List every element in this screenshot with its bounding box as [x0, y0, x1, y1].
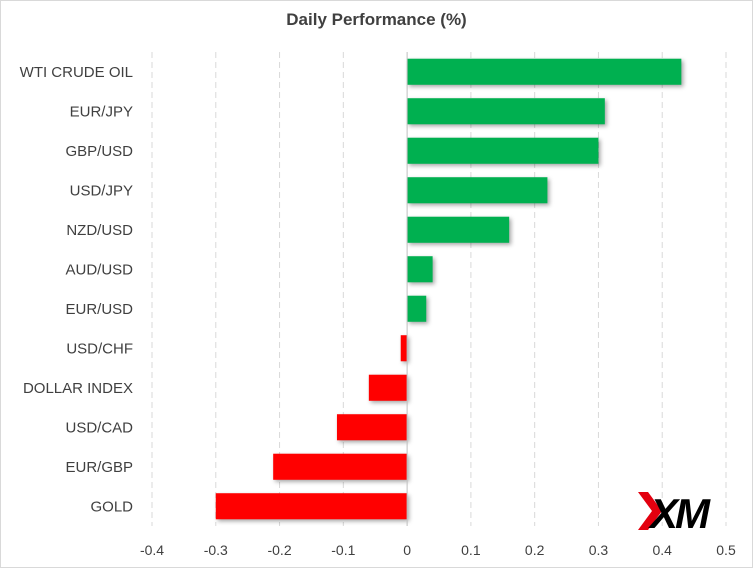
- bars: [215, 58, 682, 520]
- x-tick-label: 0.4: [652, 542, 672, 558]
- category-label: USD/JPY: [70, 182, 133, 199]
- bar: [407, 137, 599, 164]
- chart-title: Daily Performance (%): [286, 10, 467, 29]
- x-tick-label: 0.2: [525, 542, 545, 558]
- xm-logo-text: XM: [648, 490, 711, 534]
- xm-logo: XM: [638, 490, 714, 534]
- bar: [407, 177, 548, 204]
- category-label: NZD/USD: [66, 222, 133, 239]
- x-tick-label: -0.1: [331, 542, 355, 558]
- category-label: AUD/USD: [65, 261, 133, 278]
- bar: [407, 256, 433, 283]
- category-label: GBP/USD: [65, 143, 133, 160]
- bar: [407, 216, 510, 243]
- tick-labels: -0.4 -0.3 -0.2 -0.1 0 0.1 0.2 0.3 0.4 0.5: [140, 542, 736, 558]
- category-label: DOLLAR INDEX: [23, 380, 133, 397]
- category-label: EUR/JPY: [70, 103, 133, 120]
- category-label: GOLD: [90, 498, 133, 515]
- category-label: EUR/USD: [65, 301, 133, 318]
- gridlines: [151, 52, 727, 526]
- bar: [407, 58, 682, 85]
- x-tick-label: 0.3: [589, 542, 609, 558]
- category-label: EUR/GBP: [65, 459, 133, 476]
- bar: [215, 493, 408, 520]
- bar: [407, 295, 427, 322]
- x-tick-label: 0: [403, 542, 411, 558]
- category-labels: WTI CRUDE OIL EUR/JPY GBP/USD USD/JPY NZD/US…: [20, 64, 134, 516]
- bar: [336, 414, 408, 441]
- bar: [400, 335, 408, 362]
- bar: [368, 374, 408, 401]
- bar: [273, 453, 408, 480]
- x-tick-label: 0.5: [716, 542, 736, 558]
- xm-logo-accent: [638, 492, 662, 530]
- bar: [407, 98, 605, 125]
- category-label: WTI CRUDE OIL: [20, 64, 133, 81]
- x-tick-label: -0.2: [267, 542, 291, 558]
- x-tick-label: -0.4: [140, 542, 164, 558]
- category-label: USD/CAD: [65, 419, 133, 436]
- x-tick-label: -0.3: [204, 542, 228, 558]
- x-tick-label: 0.1: [461, 542, 481, 558]
- category-label: USD/CHF: [66, 340, 133, 357]
